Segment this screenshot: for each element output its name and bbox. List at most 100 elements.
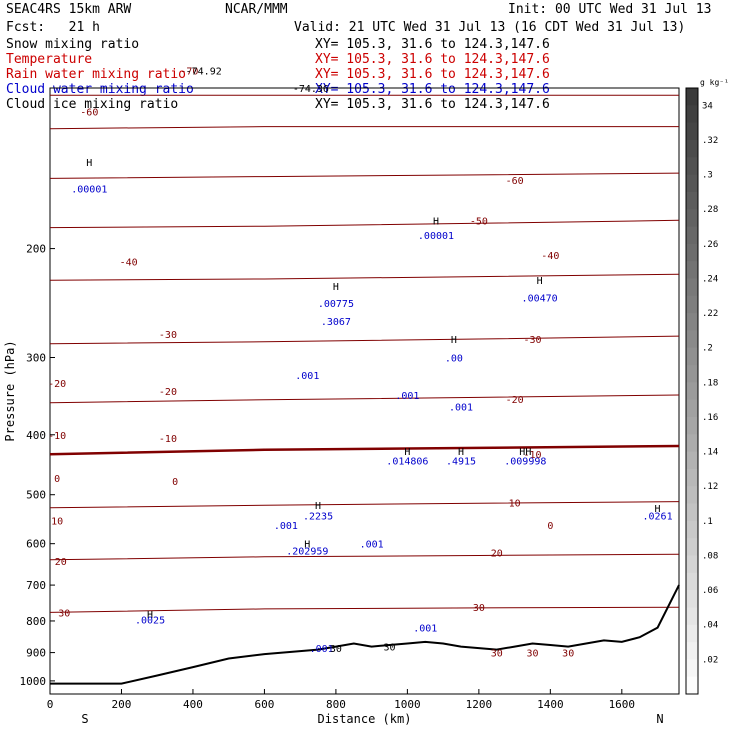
y-tick-label: 200 [26,243,46,256]
colorbar-cell [686,365,698,383]
isotherm-label: -10 [523,450,541,461]
legend-xy-range: XY= 105.3, 31.6 to 124.3,147.6 [315,97,550,112]
colorbar-cell [686,295,698,314]
colorbar-tick-label: .22 [702,309,718,319]
max-label: .00775 [318,299,354,310]
colorbar-tick-label: .02 [702,655,718,665]
colorbar-cell [686,122,698,141]
colorbar-tick-label: .12 [702,482,718,492]
isotherm-label: -70 [180,66,198,77]
max-label: H [304,540,310,551]
colorbar-cell [686,313,698,331]
colorbar-cell [686,520,698,539]
colorbar-tick-label: .28 [702,205,718,215]
x-tick-label: 1200 [466,698,493,711]
plot-frame [49,87,680,695]
north-label: N [656,712,663,726]
max-label: .00001 [71,185,107,196]
max-label: H [655,504,661,515]
colorbar-cell [686,503,698,522]
max-label: HH [519,447,531,458]
colorbar-cell [686,590,698,608]
max-label: .0261 [643,511,673,522]
max-label: .4915 [446,456,476,467]
south-label: S [81,712,88,726]
max-label: .001 [413,624,437,635]
max-label: H [451,335,457,346]
isotherm-label: 30 [562,649,574,660]
isotherm-line [49,444,680,456]
colorbar-cell [686,538,698,556]
max-label: H [333,282,339,293]
colorbar-tick-label: .3 [702,171,713,181]
isotherm-line [49,219,680,229]
isotherm-line [49,172,680,179]
colorbar-cell [686,486,698,505]
max-label: .001 [310,644,334,655]
colorbar-cell [686,382,698,401]
colorbar-cell [686,174,698,193]
colorbar-cell [686,399,698,418]
colorbar-cell [686,330,698,349]
y-axis-title: Pressure (hPa) [3,340,17,441]
model-title: SEAC4RS 15km ARW [6,2,132,17]
colorbar-cell [686,468,698,487]
y-tick-label: 800 [26,615,46,628]
colorbar-tick-label: 34 [702,101,713,111]
isotherm-label: 30 [526,649,538,660]
max-label: .00470 [522,294,558,305]
isotherm-label: -30 [159,330,177,341]
colorbar-tick-label: .2 [702,344,713,354]
isotherm-label: -40 [120,258,138,269]
max-label: .001 [360,540,384,551]
max-label: -74.92 [186,66,222,77]
valid-time: Valid: 21 UTC Wed 31 Jul 13 (16 CDT Wed … [294,20,686,35]
max-label: .0025 [135,615,165,626]
max-label: .001 [395,391,419,402]
max-label: 30 [330,644,342,655]
forecast-hour: Fcst: 21 h [6,20,100,35]
isotherm-label: 30 [58,608,70,619]
isotherm-line [49,335,680,345]
y-tick-label: 400 [26,429,46,442]
legend-item: Cloud water mixing ratio [6,82,194,97]
isotherm-label: 10 [51,516,63,527]
colorbar-tick-label: .32 [702,136,718,146]
isotherm-label: -10 [159,434,177,445]
y-tick-label: 300 [26,351,46,364]
x-tick-label: 600 [254,698,274,711]
x-tick-label: 1000 [394,698,421,711]
max-label: H [537,276,543,287]
y-tick-label: 600 [26,538,46,551]
colorbar-cell [686,191,698,210]
y-tick-label: 900 [26,647,46,660]
colorbar-tick-label: .16 [702,413,718,423]
colorbar-cell [686,555,698,574]
colorbar-cell [686,642,698,660]
legend-xy-range: XY= 105.3, 31.6 to 124.3,147.6 [315,67,550,82]
max-label: .00001 [418,231,454,242]
x-tick-label: 400 [183,698,203,711]
isotherm-label: -20 [48,379,66,390]
legend-xy-range: XY= 105.3, 31.6 to 124.3,147.6 [315,52,550,67]
colorbar-tick-label: .08 [702,551,718,561]
colorbar-cell [686,88,698,106]
max-label: 30 [383,643,395,654]
colorbar-cell [686,659,698,678]
colorbar-cell [686,209,698,228]
isotherm-label: -30 [523,335,541,346]
isotherm-line [49,553,680,561]
max-label: H [458,447,464,458]
isotherm-label: -10 [48,431,66,442]
max-label: .001 [274,521,298,532]
isotherm-line [49,606,680,613]
max-label: H [404,447,410,458]
isotherm-label: -40 [541,251,559,262]
colorbar-tick-label: .1 [702,517,713,527]
init-time: Init: 00 UTC Wed 31 Jul 13 [508,2,712,17]
isotherm-label: -20 [506,395,524,406]
legend-item: Cloud ice mixing ratio [6,97,179,112]
legend-item: Rain water mixing ratio [6,67,187,82]
max-label: .202959 [286,546,328,557]
y-tick-label: 700 [26,579,46,592]
